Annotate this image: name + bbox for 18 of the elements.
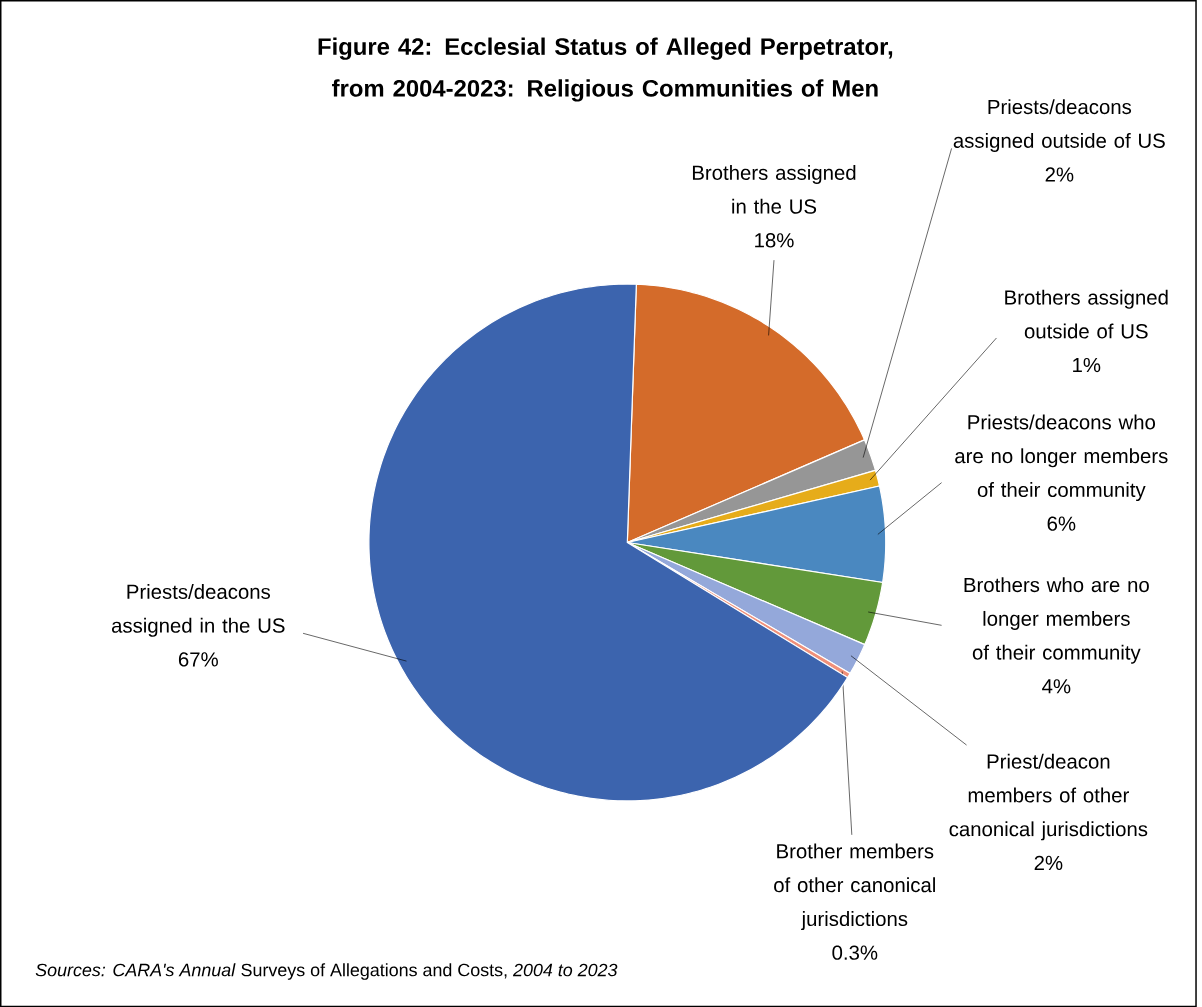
data-label: 6%	[1047, 516, 1076, 531]
text: Sources: CARA's Annual Surveys of Allegations and Costs, 2004 to 2023	[35, 963, 618, 980]
slice-label: Priests/deacons assigned in the US	[111, 583, 285, 637]
data-label: 2%	[1034, 855, 1063, 870]
slice-label: Brothers assigned outside of US	[1005, 289, 1168, 339]
slice-label: Brothers who are no longer members of their community	[964, 577, 1149, 664]
slice-label: Priests/deacons who are no longer members of their community	[955, 414, 1168, 501]
data-label: 67%	[178, 652, 218, 667]
data-label: 0.3%	[832, 945, 878, 960]
data-label: 2%	[1045, 167, 1074, 182]
chart-title: Figure 42: Ecclesial Status of Alleged Perpetrator, from 2004-2023: Religious Communities of Men	[318, 37, 893, 102]
slice-label: Priests/deacons assigned outside of US	[953, 99, 1165, 152]
slice-label: Brothers assigned in the US	[692, 164, 856, 214]
data-label: 1%	[1073, 357, 1101, 373]
data-label: 4%	[1042, 679, 1071, 694]
slice-label: Priest/deacon members of other canonical jurisdictions	[949, 753, 1148, 841]
data-label: 18%	[755, 233, 794, 248]
slice-label: Brother members of other canonical jurisdictions	[774, 843, 935, 931]
